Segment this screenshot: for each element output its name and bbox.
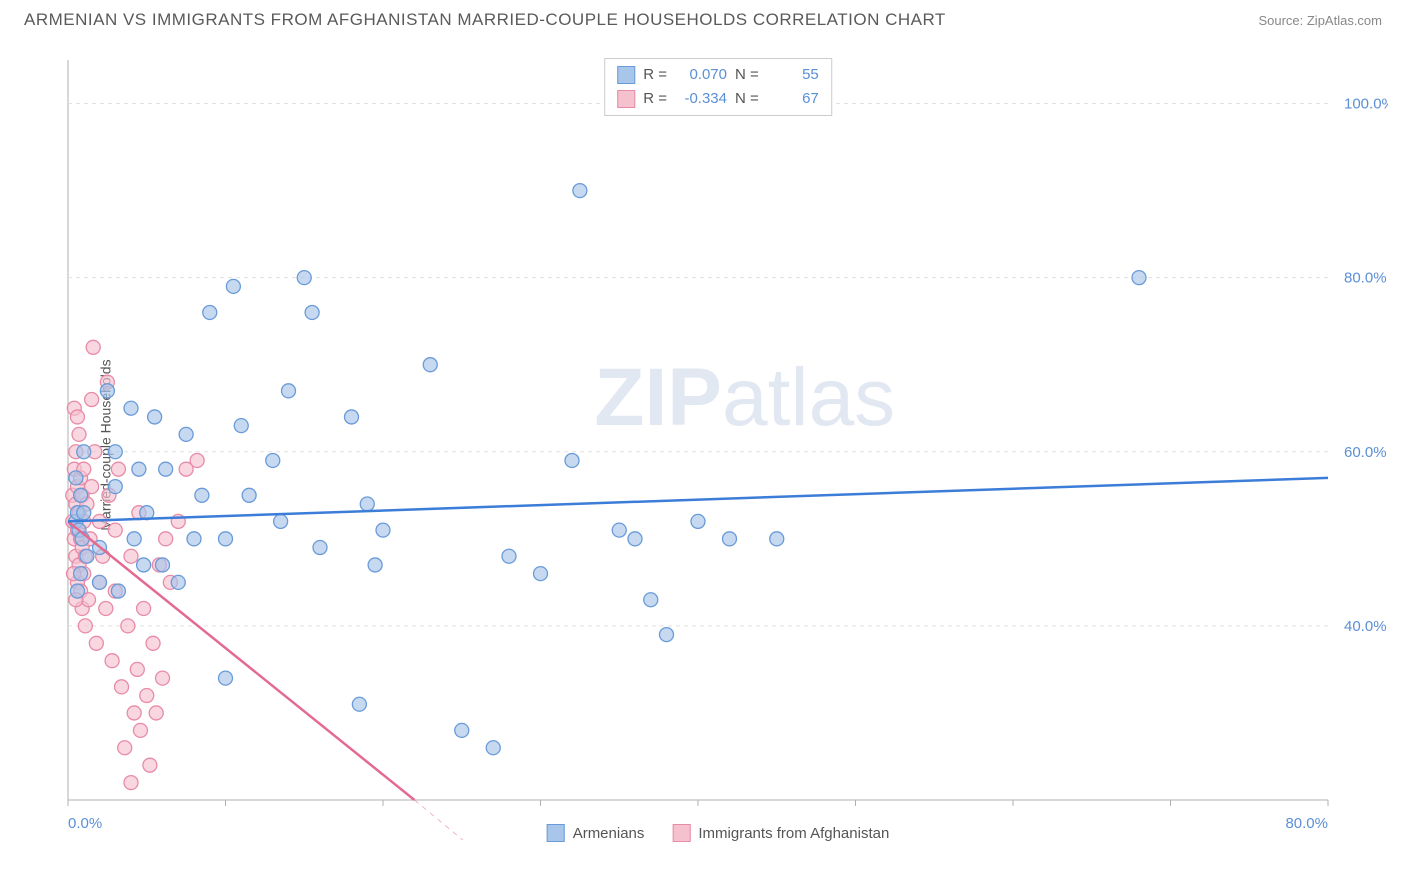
n-value-afghanistan: 67	[767, 87, 819, 111]
n-value-armenians: 55	[767, 63, 819, 87]
scatter-plot: 40.0% 60.0% 80.0% 100.0% 0.0% 80.0%	[48, 50, 1388, 840]
r-value-armenians: 0.070	[675, 63, 727, 87]
series-legend: Armenians Immigrants from Afghanistan	[547, 824, 890, 842]
source-link[interactable]: ZipAtlas.com	[1307, 13, 1382, 28]
stats-row-afghanistan: R = -0.334 N = 67	[617, 87, 819, 111]
swatch-armenians	[617, 66, 635, 84]
legend-label-afghanistan: Immigrants from Afghanistan	[698, 825, 889, 842]
legend-swatch-afghanistan	[672, 824, 690, 842]
legend-swatch-armenians	[547, 824, 565, 842]
chart-title: ARMENIAN VS IMMIGRANTS FROM AFGHANISTAN …	[24, 10, 946, 30]
svg-text:0.0%: 0.0%	[68, 815, 102, 832]
r-value-afghanistan: -0.334	[675, 87, 727, 111]
source-prefix: Source:	[1258, 13, 1306, 28]
n-label: N =	[735, 87, 759, 111]
svg-text:80.0%: 80.0%	[1285, 815, 1328, 832]
swatch-afghanistan	[617, 90, 635, 108]
n-label: N =	[735, 63, 759, 87]
r-label: R =	[643, 87, 667, 111]
stats-row-armenians: R = 0.070 N = 55	[617, 63, 819, 87]
svg-text:80.0%: 80.0%	[1344, 270, 1387, 287]
legend-item-armenians: Armenians	[547, 824, 645, 842]
legend-item-afghanistan: Immigrants from Afghanistan	[672, 824, 889, 842]
svg-text:100.0%: 100.0%	[1344, 96, 1388, 113]
chart-container: Married-couple Households 40.0%60.0%80.0…	[48, 50, 1388, 840]
r-label: R =	[643, 63, 667, 87]
legend-label-armenians: Armenians	[573, 825, 645, 842]
correlation-stats-box: R = 0.070 N = 55 R = -0.334 N = 67	[604, 58, 832, 116]
svg-text:40.0%: 40.0%	[1344, 618, 1387, 635]
chart-header: ARMENIAN VS IMMIGRANTS FROM AFGHANISTAN …	[0, 0, 1406, 38]
source-attribution: Source: ZipAtlas.com	[1258, 13, 1382, 28]
svg-text:60.0%: 60.0%	[1344, 444, 1387, 461]
